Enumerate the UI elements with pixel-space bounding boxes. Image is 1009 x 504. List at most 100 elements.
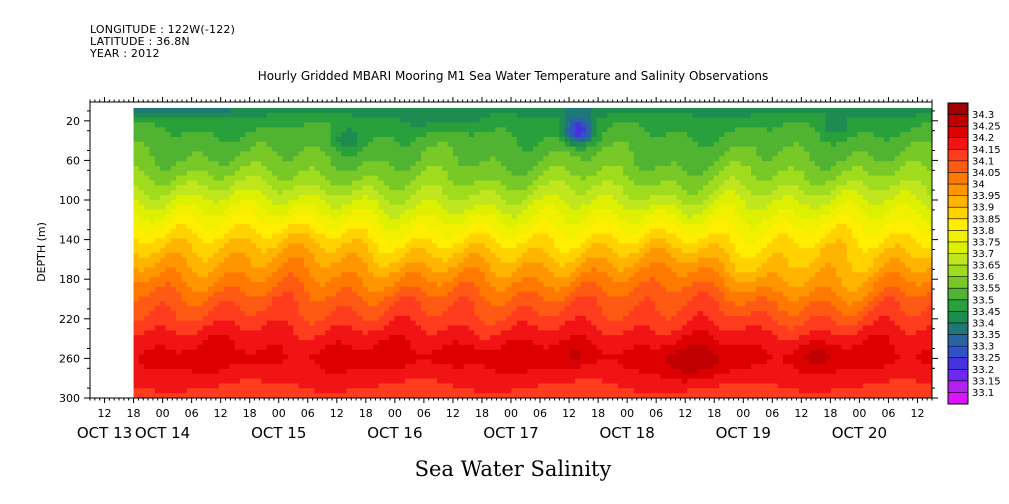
salinity-cell <box>484 310 491 317</box>
salinity-cell <box>394 228 401 235</box>
salinity-cell <box>149 151 156 157</box>
salinity-cell <box>133 112 140 119</box>
salinity-cell <box>367 190 374 196</box>
salinity-cell <box>287 262 294 269</box>
salinity-cell <box>357 204 364 211</box>
salinity-cell <box>357 170 364 177</box>
salinity-cell <box>245 378 252 385</box>
salinity-cell <box>543 151 550 157</box>
salinity-cell <box>468 238 475 244</box>
salinity-cell <box>218 132 225 138</box>
salinity-cell <box>133 238 140 244</box>
salinity-cell <box>298 185 305 191</box>
salinity-cell <box>367 223 374 230</box>
salinity-cell <box>378 301 385 307</box>
salinity-cell <box>495 272 502 278</box>
salinity-cell <box>426 204 433 211</box>
salinity-cell <box>522 209 529 215</box>
salinity-cell <box>490 388 497 394</box>
salinity-cell <box>543 339 550 346</box>
salinity-cell <box>548 248 555 254</box>
salinity-cell <box>271 141 278 148</box>
salinity-cell <box>309 141 316 148</box>
salinity-cell <box>144 141 151 148</box>
salinity-cell <box>378 117 385 124</box>
salinity-cell <box>575 151 582 157</box>
salinity-cell <box>287 165 294 172</box>
salinity-cell <box>405 315 411 322</box>
salinity-cell <box>181 344 188 351</box>
salinity-cell <box>394 330 401 336</box>
salinity-cell <box>261 127 268 133</box>
salinity-cell <box>570 175 576 182</box>
salinity-cell <box>554 359 560 365</box>
salinity-cell <box>287 122 294 128</box>
salinity-cell <box>463 272 470 278</box>
salinity-cell <box>458 310 465 317</box>
salinity-cell <box>559 383 566 389</box>
salinity-cell <box>208 132 214 138</box>
salinity-cell <box>192 136 199 143</box>
salinity-cell <box>420 315 427 322</box>
salinity-cell <box>255 127 262 133</box>
salinity-cell <box>309 107 316 114</box>
salinity-cell <box>245 170 252 177</box>
salinity-cell <box>261 359 268 365</box>
salinity-cell <box>436 165 443 172</box>
salinity-cell <box>373 296 380 302</box>
salinity-cell <box>373 146 380 153</box>
salinity-cell <box>314 325 321 331</box>
salinity-cell <box>144 383 151 389</box>
salinity-cell <box>415 199 422 206</box>
salinity-cell <box>154 354 161 360</box>
salinity-cell <box>564 325 571 331</box>
salinity-cell <box>325 330 332 336</box>
salinity-cell <box>240 306 246 312</box>
salinity-cell <box>266 233 273 240</box>
salinity-cell <box>170 383 177 389</box>
salinity-cell <box>192 310 199 317</box>
salinity-cell <box>293 359 300 365</box>
salinity-cell <box>420 185 427 191</box>
salinity-cell <box>325 257 332 264</box>
salinity-cell <box>186 281 193 288</box>
salinity-cell <box>484 170 491 177</box>
salinity-cell <box>495 267 502 273</box>
salinity-cell <box>293 122 300 128</box>
salinity-cell <box>426 320 433 327</box>
salinity-cell <box>325 281 332 288</box>
salinity-cell <box>266 286 273 293</box>
salinity-cell <box>165 310 172 317</box>
salinity-cell <box>426 243 433 249</box>
salinity-cell <box>303 165 310 172</box>
salinity-cell <box>436 214 443 220</box>
salinity-cell <box>527 214 534 220</box>
salinity-cell <box>532 194 539 201</box>
salinity-cell <box>436 267 443 273</box>
salinity-cell <box>213 238 220 244</box>
salinity-cell <box>495 286 502 293</box>
salinity-cell <box>559 330 566 336</box>
salinity-cell <box>436 339 443 346</box>
salinity-cell <box>362 194 369 201</box>
salinity-cell <box>266 267 273 273</box>
salinity-cell <box>335 281 342 288</box>
salinity-cell <box>351 209 358 215</box>
salinity-cell <box>160 170 167 177</box>
salinity-cell <box>532 214 539 220</box>
salinity-cell <box>564 354 571 360</box>
salinity-cell <box>479 291 486 298</box>
salinity-cell <box>138 296 145 302</box>
salinity-cell <box>431 107 438 114</box>
salinity-cell <box>442 296 449 302</box>
salinity-cell <box>266 325 273 331</box>
salinity-cell <box>287 117 294 124</box>
salinity-cell <box>218 354 225 360</box>
salinity-cell <box>245 315 252 322</box>
salinity-cell <box>346 132 353 138</box>
salinity-cell <box>202 262 209 269</box>
salinity-cell <box>463 146 470 153</box>
salinity-cell <box>564 238 571 244</box>
salinity-cell <box>452 175 459 182</box>
salinity-cell <box>362 180 369 186</box>
